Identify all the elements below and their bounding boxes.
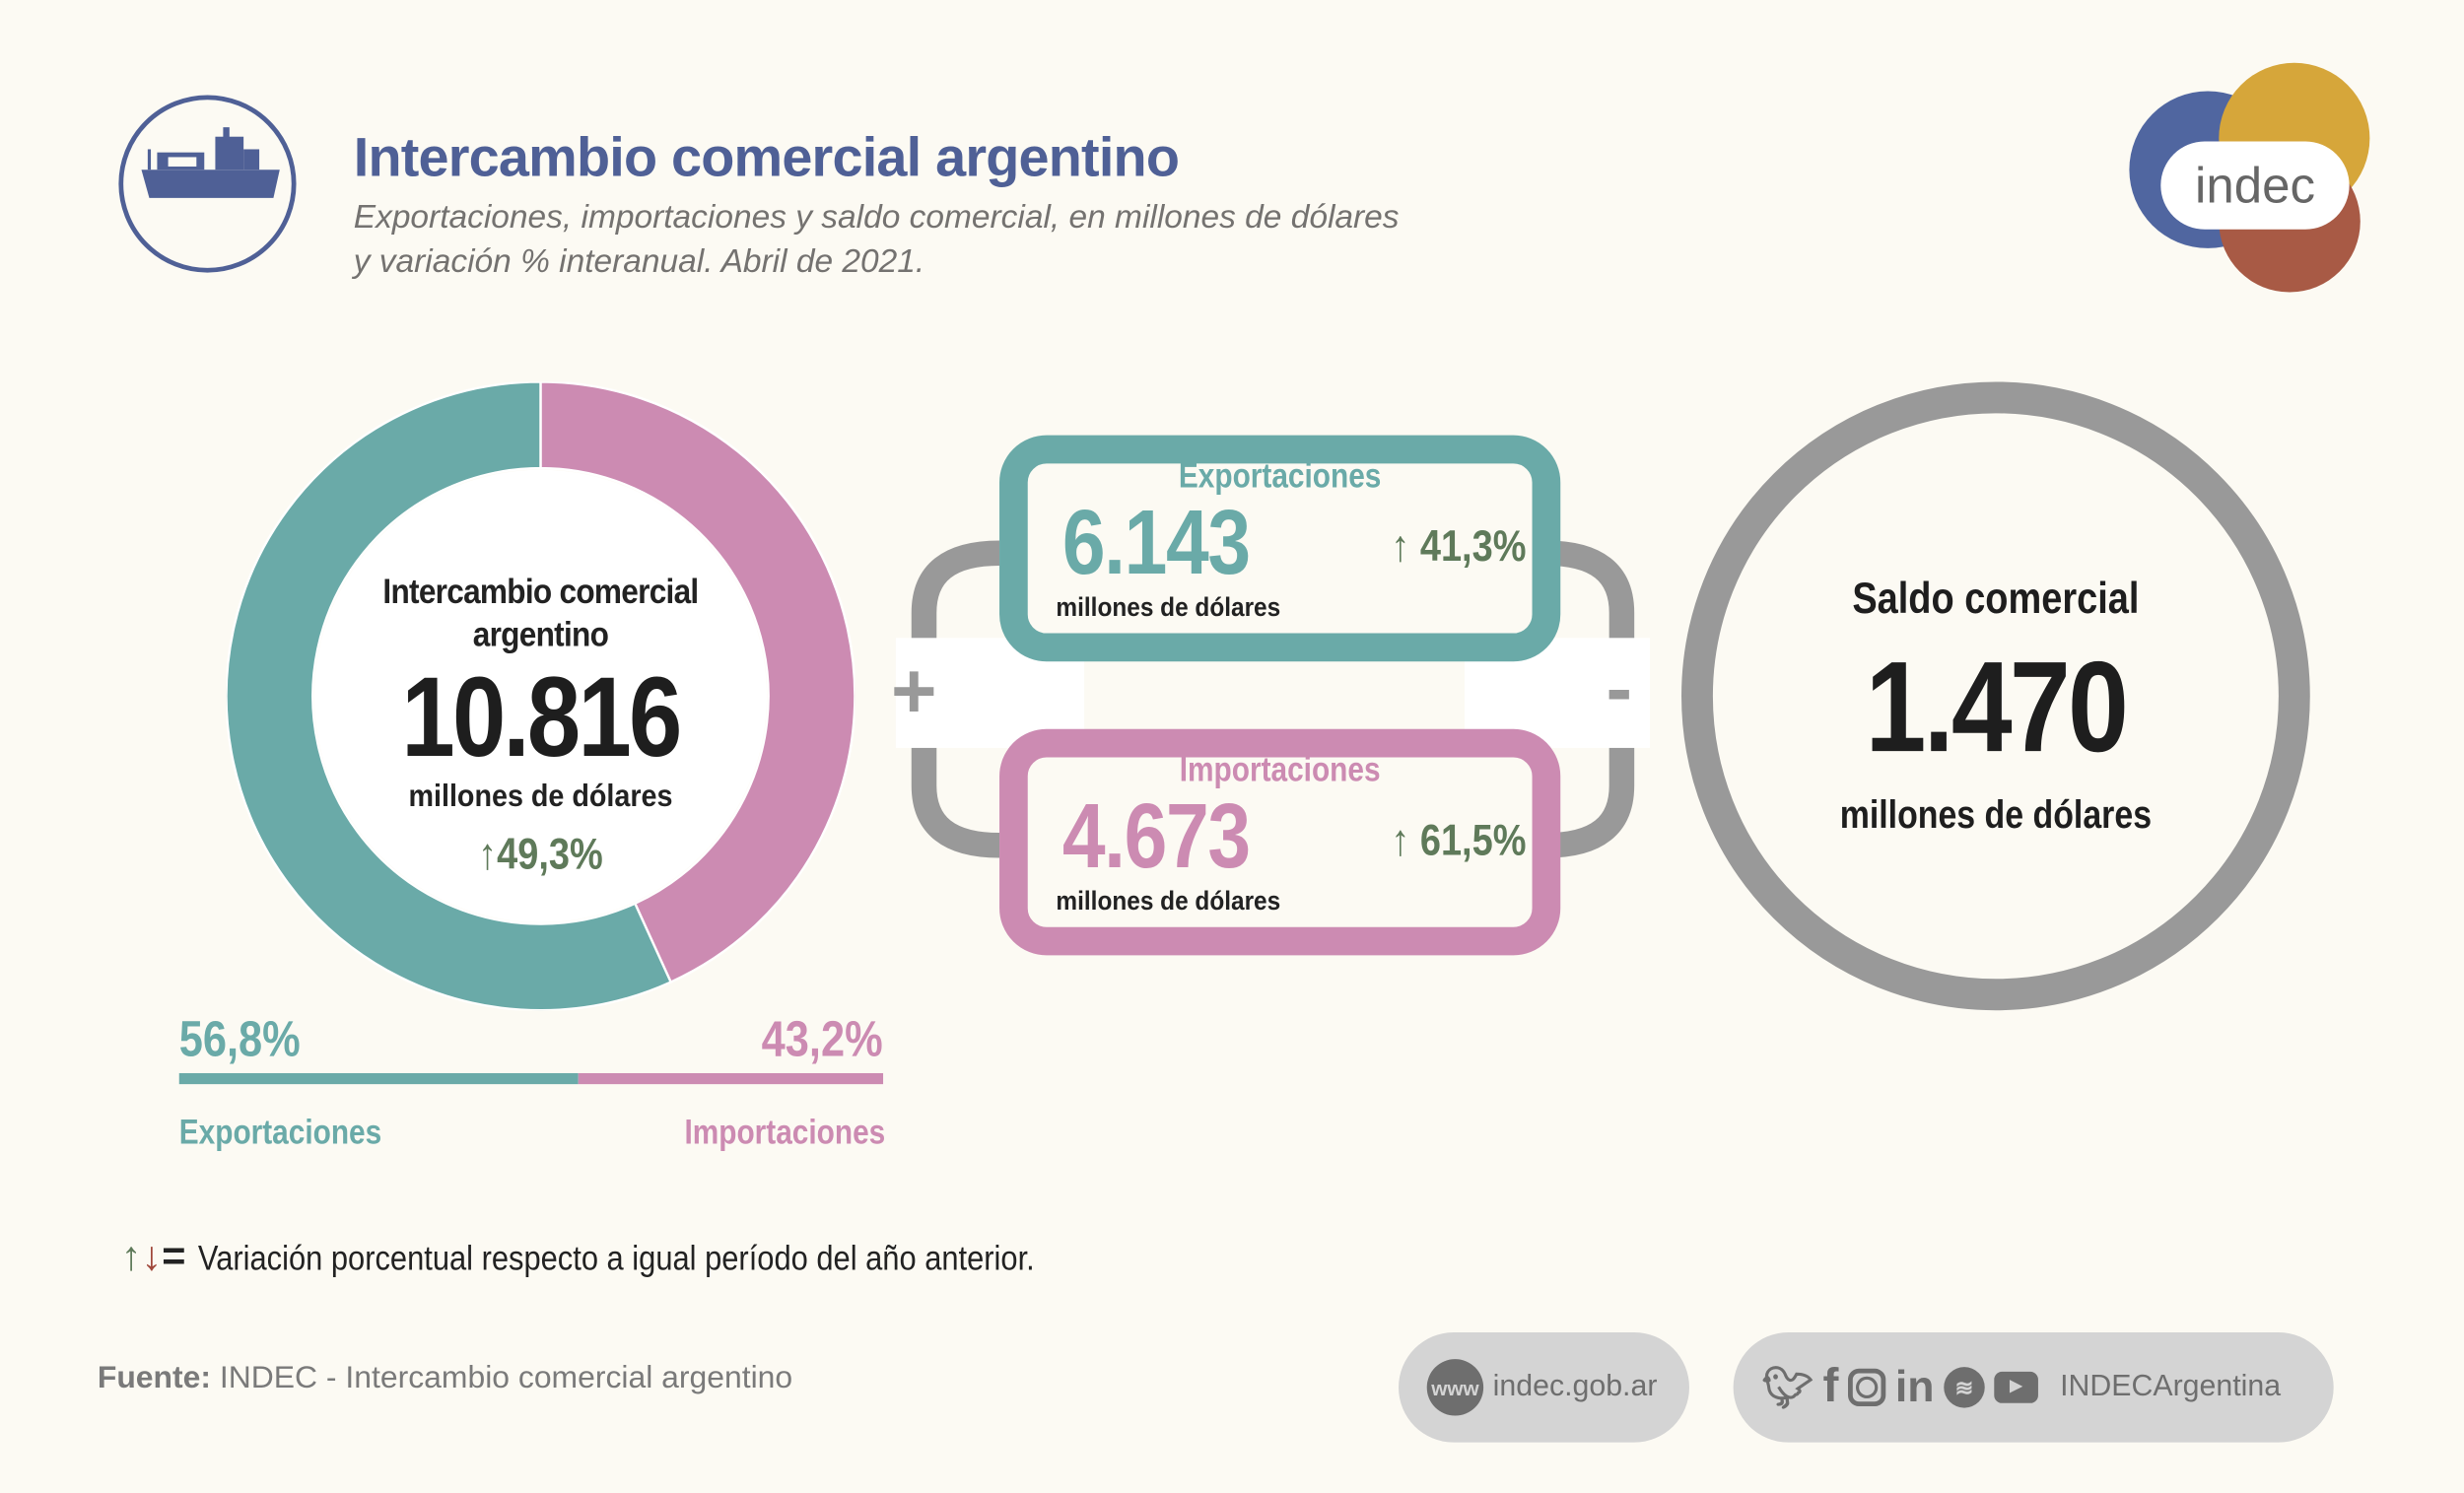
youtube-icon[interactable]: ▶ — [1994, 1371, 2038, 1403]
donut-hole — [313, 469, 768, 922]
equal-icon: = — [162, 1232, 186, 1279]
legend-text: Variación porcentual respecto a igual pe… — [198, 1238, 1036, 1278]
variation-legend: ↑↓= Variación porcentual respecto a igual… — [121, 1232, 1149, 1282]
imports-card: Importaciones 4.673 millones de dólares … — [999, 728, 1561, 956]
exports-value: 6.143 — [1061, 492, 1251, 594]
balance-unit: millones de dólares — [1839, 793, 2153, 838]
social-handle: INDECArgentina — [2060, 1370, 2282, 1403]
balance-value: 1.470 — [1865, 636, 2129, 780]
subtitle-line-2: y variación % interanual. Abril de 2021. — [353, 243, 925, 280]
exports-label: Exportaciones — [1178, 455, 1382, 496]
spotify-icon[interactable]: ≋ — [1944, 1367, 1985, 1408]
imports-value: 4.673 — [1061, 785, 1251, 888]
imports-variation: ↑ 61,5% — [1391, 815, 1527, 864]
social-links[interactable]: 🐦︎ f in ≋ ▶ INDECArgentina — [1733, 1332, 2334, 1443]
ship-icon — [118, 95, 297, 273]
exports-unit: millones de dólares — [1056, 592, 1281, 623]
website-link[interactable]: www indec.gob.ar — [1399, 1332, 1689, 1443]
exports-card: Exportaciones 6.143 millones de dólares … — [999, 435, 1561, 662]
source-note: Fuente: INDEC - Intercambio comercial ar… — [97, 1360, 793, 1395]
imports-label: Importaciones — [1179, 749, 1381, 789]
arrow-up-icon: ↑ — [478, 829, 498, 879]
exports-variation: ↑ 41,3% — [1391, 521, 1527, 571]
exports-share-pct: 56,8% — [178, 1010, 301, 1067]
imports-share-label: Importaciones — [683, 1112, 885, 1152]
imports-share-bar — [579, 1072, 884, 1085]
twitter-icon[interactable]: 🐦︎ — [1761, 1363, 1814, 1411]
minus-operator: - — [1606, 644, 1633, 732]
arrow-up-icon: ↑ — [1391, 521, 1410, 571]
plus-operator: + — [891, 646, 937, 736]
indec-logo: indec — [2121, 60, 2372, 296]
arrow-up-icon: ↑ — [120, 1232, 142, 1279]
website-text: indec.gob.ar — [1492, 1370, 1658, 1403]
donut-slice-exportaciones — [226, 381, 673, 1011]
subtitle-line-1: Exportaciones, importaciones y saldo com… — [353, 199, 1400, 237]
balance-label: Saldo comercial — [1852, 573, 2140, 623]
facebook-icon[interactable]: f — [1822, 1360, 1839, 1413]
linkedin-icon[interactable]: in — [1894, 1362, 1935, 1411]
www-icon: www — [1426, 1359, 1484, 1416]
arrow-up-icon: ↑ — [1391, 815, 1410, 864]
exports-share-bar — [178, 1072, 580, 1085]
imports-share-pct: 43,2% — [762, 1010, 884, 1067]
arrow-down-icon: ↓ — [141, 1232, 163, 1279]
donut-label-line2: argentino — [472, 614, 609, 654]
instagram-icon[interactable] — [1848, 1368, 1886, 1406]
page-title: Intercambio comercial argentino — [353, 127, 1180, 189]
total-trade-value: 10.816 — [401, 654, 682, 781]
donut-label-line1: Intercambio comercial — [382, 572, 699, 612]
donut-chart — [226, 381, 856, 1011]
exports-share-label: Exportaciones — [178, 1112, 382, 1152]
donut-slice-importaciones — [539, 381, 856, 984]
total-trade-variation: ↑49,3% — [478, 829, 603, 879]
imports-unit: millones de dólares — [1056, 886, 1281, 916]
total-trade-unit: millones de dólares — [408, 779, 673, 814]
